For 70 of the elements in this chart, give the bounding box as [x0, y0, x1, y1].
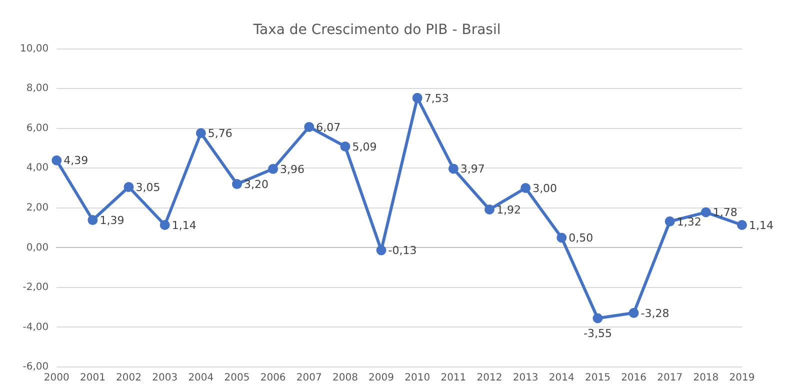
data-label: 5,09: [352, 140, 377, 154]
point: [88, 215, 98, 226]
data-label: 3,97: [460, 162, 485, 176]
y-tick-label: 0,00: [26, 242, 49, 254]
point: [628, 308, 639, 318]
data-label: 1,32: [676, 215, 702, 228]
point: [124, 182, 134, 192]
x-tick-label: 2001: [80, 372, 106, 384]
chart-title: Taxa de Crescimento do PIB - Brasil: [252, 22, 501, 38]
data-label: 1,14: [172, 218, 196, 232]
y-tick-label: 8,00: [26, 83, 49, 94]
x-tick-label: 2012: [476, 372, 502, 384]
x-tick-label: 2007: [296, 372, 322, 384]
data-label: 7,53: [424, 92, 449, 105]
x-tick-label: 2005: [224, 372, 250, 384]
point: [448, 164, 458, 174]
data-label: 1,92: [496, 203, 521, 216]
data-label: 3,96: [280, 162, 305, 176]
x-tick-label: 2004: [188, 372, 214, 384]
data-label: 0,50: [568, 232, 594, 245]
x-tick-label: 2006: [260, 372, 286, 384]
point: [556, 232, 567, 243]
y-tick-label: 2,00: [26, 202, 49, 214]
point: [520, 183, 531, 194]
x-tick-label: 2003: [152, 372, 178, 384]
data-label: 5,76: [208, 126, 232, 140]
point: [376, 245, 386, 256]
x-tick-label: 2009: [368, 372, 394, 384]
x-tick-label: 2008: [332, 372, 358, 384]
point: [700, 207, 711, 218]
data-label: -3,28: [640, 306, 670, 320]
x-tick-label: 2015: [584, 372, 610, 384]
data-label: 3,20: [244, 178, 268, 191]
y-tick-label: -6,00: [22, 362, 49, 373]
data-label: 3,00: [532, 182, 558, 195]
data-label: 1,78: [712, 206, 738, 220]
y-tick-label: -2,00: [22, 282, 49, 294]
point: [196, 128, 206, 138]
point: [737, 220, 747, 230]
x-tick-label: 2000: [44, 372, 70, 384]
point: [412, 92, 422, 103]
x-tick-label: 2016: [621, 372, 647, 384]
x-tick-label: 2019: [729, 372, 755, 384]
x-tick-label: 2014: [548, 372, 574, 384]
y-tick-label: 10,00: [20, 43, 49, 54]
y-tick-label: 6,00: [26, 122, 49, 134]
point: [664, 216, 675, 226]
x-tick-label: 2018: [693, 372, 719, 384]
point: [340, 141, 350, 152]
x-tick-label: 2010: [404, 372, 430, 384]
point: [484, 204, 494, 214]
point: [592, 313, 603, 324]
data-label: 1,39: [100, 214, 124, 227]
y-tick-label: 4,00: [26, 162, 49, 174]
y-tick-label: -4,00: [22, 322, 49, 333]
point: [52, 155, 62, 166]
data-label: -3,55: [583, 327, 612, 340]
point: [304, 122, 314, 132]
point: [268, 164, 278, 174]
x-tick-label: 2013: [512, 372, 538, 384]
data-label: 3,05: [136, 180, 160, 194]
data-label: 4,39: [64, 154, 88, 168]
point: [232, 179, 242, 190]
x-tick-label: 2017: [657, 372, 683, 384]
x-tick-label: 2002: [116, 372, 142, 384]
x-tick-label: 2011: [440, 372, 466, 384]
point: [160, 220, 170, 230]
data-label: 1,14: [749, 218, 774, 232]
data-label: 6,07: [316, 120, 341, 134]
data-label: -0,13: [388, 244, 417, 258]
